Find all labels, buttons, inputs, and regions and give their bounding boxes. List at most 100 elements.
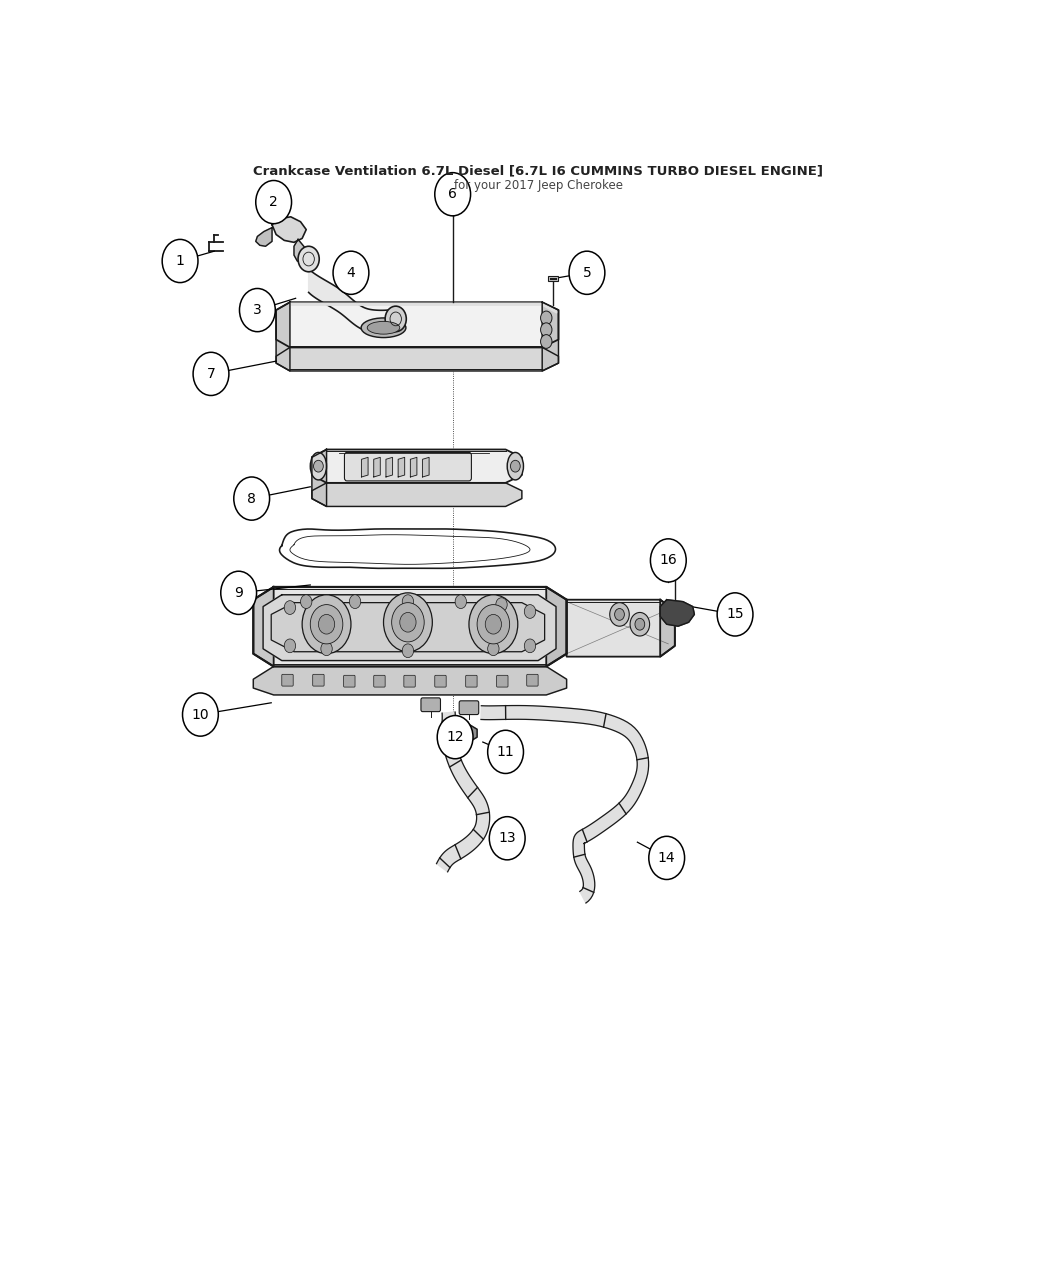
Polygon shape [422,458,429,477]
Polygon shape [253,586,567,667]
Circle shape [383,593,433,652]
Text: Crankcase Ventilation 6.7L Diesel [6.7L I6 CUMMINS TURBO DIESEL ENGINE]: Crankcase Ventilation 6.7L Diesel [6.7L … [253,164,823,177]
Circle shape [234,477,270,520]
Text: 16: 16 [659,553,677,567]
Polygon shape [411,458,417,477]
FancyBboxPatch shape [435,676,446,687]
Circle shape [285,639,296,653]
Circle shape [650,539,687,581]
Circle shape [485,615,502,634]
Circle shape [455,594,466,608]
Text: 12: 12 [446,731,464,745]
Polygon shape [481,705,649,903]
Polygon shape [542,302,559,371]
FancyBboxPatch shape [281,674,293,686]
Polygon shape [276,302,559,347]
Circle shape [487,731,524,774]
Circle shape [487,641,499,655]
Text: 9: 9 [234,585,244,599]
Polygon shape [276,302,290,371]
Circle shape [489,817,525,859]
Polygon shape [256,228,272,246]
Text: 3: 3 [253,303,261,317]
Polygon shape [294,240,309,263]
Polygon shape [660,599,694,626]
Circle shape [302,594,351,654]
Polygon shape [264,594,556,660]
Polygon shape [546,586,567,667]
FancyBboxPatch shape [421,697,441,711]
Text: 8: 8 [247,492,256,506]
Circle shape [385,306,406,332]
Circle shape [256,181,292,223]
Text: 5: 5 [583,265,591,279]
Circle shape [321,641,332,655]
Polygon shape [312,450,522,483]
FancyBboxPatch shape [497,676,508,687]
FancyBboxPatch shape [404,676,415,687]
Text: 1: 1 [175,254,185,268]
Text: 10: 10 [191,708,209,722]
Circle shape [717,593,753,636]
Polygon shape [437,711,489,872]
Circle shape [649,836,685,880]
Ellipse shape [361,317,406,338]
Circle shape [635,618,645,630]
Polygon shape [361,458,369,477]
Circle shape [285,601,296,615]
Text: 13: 13 [499,831,516,845]
Ellipse shape [507,453,524,479]
Polygon shape [276,347,559,371]
Circle shape [311,604,342,644]
Circle shape [496,598,507,612]
Circle shape [569,251,605,295]
FancyBboxPatch shape [466,676,477,687]
Circle shape [477,604,509,644]
Circle shape [541,334,552,348]
Polygon shape [290,303,556,314]
Circle shape [300,594,312,608]
FancyBboxPatch shape [374,676,385,687]
Polygon shape [309,269,400,332]
Circle shape [469,594,518,654]
Ellipse shape [368,321,400,334]
Polygon shape [374,458,380,477]
Circle shape [298,246,319,272]
Circle shape [524,639,536,653]
Polygon shape [312,483,522,506]
FancyBboxPatch shape [313,674,324,686]
FancyBboxPatch shape [459,701,479,714]
Circle shape [318,615,335,634]
Circle shape [614,608,625,621]
Circle shape [350,594,361,608]
Polygon shape [398,458,404,477]
Polygon shape [312,450,327,506]
Polygon shape [253,586,274,667]
Ellipse shape [311,453,327,479]
Polygon shape [660,599,675,657]
FancyBboxPatch shape [344,453,471,481]
Polygon shape [386,458,393,477]
Circle shape [220,571,256,615]
Text: 2: 2 [269,195,278,209]
Polygon shape [253,667,567,695]
Polygon shape [272,217,307,242]
Text: 14: 14 [658,850,675,864]
Text: for your 2017 Jeep Cherokee: for your 2017 Jeep Cherokee [454,179,623,191]
Circle shape [610,603,629,626]
Circle shape [183,694,218,736]
Circle shape [402,594,414,608]
FancyBboxPatch shape [343,676,355,687]
Circle shape [541,311,552,325]
Circle shape [524,604,536,618]
Circle shape [400,612,416,632]
Circle shape [333,251,369,295]
Text: 15: 15 [727,607,743,621]
Circle shape [437,715,474,759]
FancyBboxPatch shape [548,275,558,280]
Circle shape [314,460,323,472]
Circle shape [671,558,679,569]
Polygon shape [271,603,545,652]
FancyBboxPatch shape [527,674,538,686]
Polygon shape [567,599,675,657]
